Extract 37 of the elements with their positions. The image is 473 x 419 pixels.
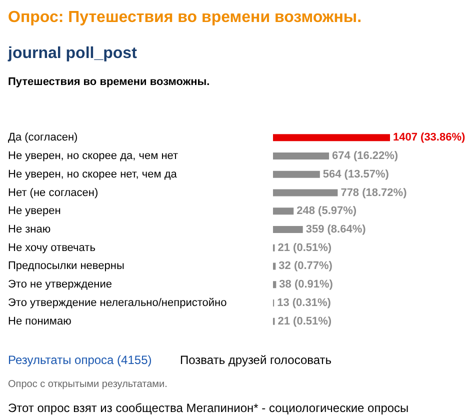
data-label: 248 (5.97%) <box>296 205 357 218</box>
data-label: 674 (16.22%) <box>332 150 398 162</box>
y-tick-label: Это не утверждение <box>8 278 112 291</box>
data-label: 32 (0.77%) <box>278 260 333 272</box>
y-tick-label: Не понимаю <box>8 315 72 328</box>
data-label: 13 (0.31%) <box>277 296 332 309</box>
bar <box>273 226 303 233</box>
text: Результаты опроса (4155) <box>8 353 152 367</box>
data-label: 21 (0.51%) <box>278 315 332 328</box>
y-tick-label: Предпосылки неверны <box>8 260 124 272</box>
data-label: 778 (18.72%) <box>340 186 408 199</box>
bar <box>273 208 294 215</box>
bar <box>273 262 276 270</box>
y-tick-label: Не хочу отвечать <box>8 242 96 254</box>
data-label: 564 (13.57%) <box>322 168 390 180</box>
y-tick-label: Не уверен <box>8 205 61 218</box>
text: Позвать друзей голосовать <box>180 353 332 367</box>
y-tick-label: Да (согласен) <box>8 132 78 144</box>
chart-title: Опрос: Путешествия во времени возможны. <box>8 9 362 26</box>
text: Этот опрос взят из сообщества Мегапинион* - социологические опросы <box>8 401 409 415</box>
bar <box>273 170 320 178</box>
data-label: 38 (0.91%) <box>279 278 334 291</box>
y-tick-label: Не знаю <box>8 224 51 236</box>
bar <box>273 189 338 196</box>
bar <box>273 152 330 160</box>
y-tick-label: Нет (не согласен) <box>8 186 98 199</box>
text: Путешествия во времени возможны. <box>8 76 210 88</box>
y-tick-label: Не уверен, но скорее да, чем нет <box>8 150 178 162</box>
y-tick-label: Это утверждение нелегально/непристойно <box>8 296 227 309</box>
data-label: 21 (0.51%) <box>278 242 332 254</box>
y-tick-label: Не уверен, но скорее нет, чем да <box>8 168 178 180</box>
bar <box>273 134 390 142</box>
text: Опрос с открытыми результатами. <box>8 379 168 390</box>
bar <box>273 281 276 288</box>
text: journal poll_post <box>7 45 138 62</box>
data-label: 1407 (33.86%) <box>393 132 466 144</box>
data-label: 359 (8.64%) <box>306 224 366 236</box>
